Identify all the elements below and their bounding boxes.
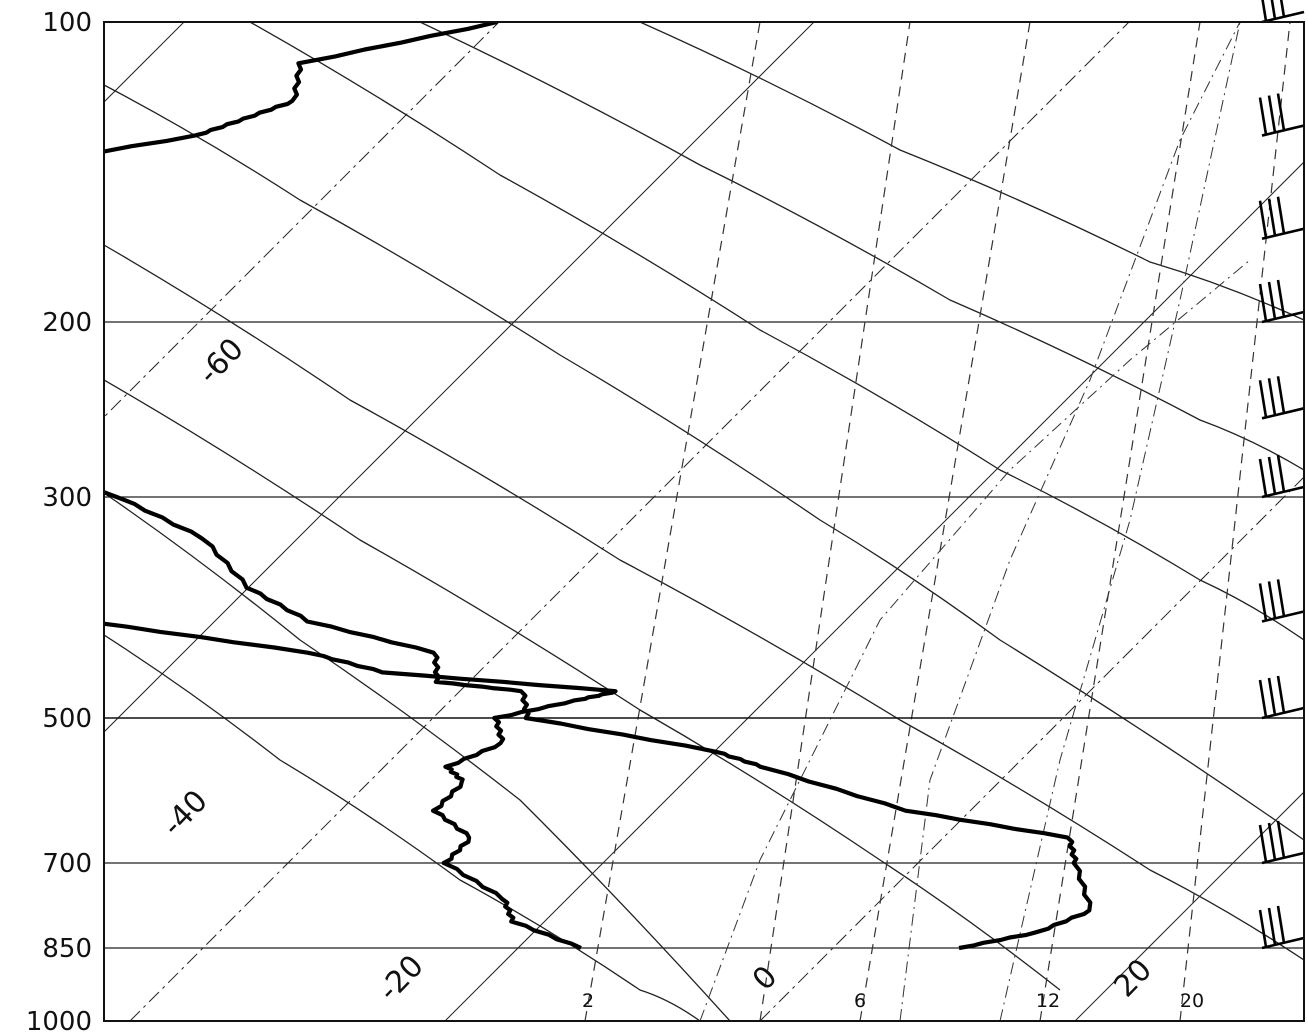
isotherm-label: 20: [1107, 953, 1159, 1005]
wind-barb-feather: [1276, 820, 1286, 859]
temperature-profile-line: [104, 22, 1093, 951]
wind-barb: [1258, 820, 1305, 865]
pressure-tick-label: 1000: [26, 1007, 92, 1033]
wind-barb: [1258, 196, 1305, 241]
pressure-tick-label: 300: [42, 483, 92, 513]
wind-barb-feather: [1258, 97, 1268, 135]
dry-adiabat-line: [249, 22, 1304, 641]
mixing-ratio-line: [1179, 22, 1291, 1021]
wind-barb: [1258, 579, 1305, 623]
wind-barb-feather: [1270, 0, 1277, 20]
dry-adiabat-line: [104, 244, 1304, 961]
wind-barb-feather: [1267, 378, 1277, 416]
mixing-ratio-line: [1039, 22, 1201, 1021]
wind-barb-feather: [1267, 907, 1277, 946]
wind-barb-feather: [1267, 198, 1277, 236]
dewpoint-profile-line: [104, 621, 618, 950]
wind-barb: [1258, 279, 1305, 324]
mixing-ratio-line: [759, 22, 911, 1021]
isotherm-label: -40: [156, 784, 215, 844]
isotherm-line: [1074, 791, 1304, 1021]
wind-barb-feather: [1276, 279, 1286, 318]
isotherm-line: [444, 161, 1304, 1021]
wind-barb-feather: [1276, 93, 1286, 131]
wind-barb-feather: [1258, 909, 1268, 948]
moist-adiabat-line: [999, 22, 1241, 1021]
wind-barb-feather: [1258, 679, 1268, 718]
mixing-ratio-label: 2: [582, 990, 594, 1012]
wind-barb: [1258, 675, 1305, 720]
wind-barb-feather: [1276, 579, 1286, 617]
background-lines: [104, 22, 1304, 1021]
wind-barb: [1261, 0, 1305, 24]
isotherm-label: -60: [192, 332, 251, 392]
mixing-ratio-line: [584, 22, 761, 1021]
wind-barb-feather: [1261, 0, 1268, 22]
dry-adiabat-line: [104, 634, 701, 1021]
pressure-tick-label: 700: [42, 849, 92, 879]
wind-barb-feather: [1258, 458, 1268, 497]
wind-barb-feather: [1267, 456, 1277, 495]
wind-barb-feather: [1276, 454, 1286, 493]
wind-barb: [1258, 93, 1305, 137]
dry-adiabat-line: [639, 22, 1304, 321]
pressure-tick-label: 850: [42, 934, 92, 964]
mixing-ratio-label: 6: [854, 990, 866, 1012]
wind-barb-feather: [1258, 824, 1268, 863]
wind-barb-feather: [1258, 200, 1268, 238]
isotherm-line: [104, 22, 815, 733]
wind-barb-feather: [1276, 376, 1286, 414]
pressure-labels: 100 200 300 500 700 850 1000: [26, 8, 92, 1033]
dry-adiabat-line: [104, 492, 731, 1021]
sounding-profiles: [104, 22, 1093, 951]
wind-barb-feather: [1258, 380, 1268, 418]
isotherm-label: 0: [746, 959, 784, 997]
wind-barb: [1258, 454, 1305, 499]
wind-barb: [1258, 905, 1305, 950]
dry-adiabat-line: [104, 84, 1304, 841]
isotherm-label: -20: [372, 949, 431, 1009]
wind-barb-feather: [1276, 905, 1286, 944]
mixing-ratio-label: 20: [1180, 990, 1204, 1012]
mixing-ratio-labels: 2 6 12 20: [582, 990, 1204, 1012]
wind-barb-feather: [1267, 95, 1277, 133]
wind-barb-feather: [1258, 583, 1268, 621]
isotherm-line: [104, 22, 185, 103]
wind-barb-feather: [1267, 581, 1277, 619]
wind-barb-feather: [1267, 822, 1277, 861]
pressure-tick-label: 100: [42, 8, 92, 38]
dry-adiabat-line: [104, 379, 1061, 991]
wind-barb-feather: [1267, 281, 1277, 320]
isotherm-line: [129, 22, 1130, 1021]
isotherm-labels: -60 -40 -20 0 20: [156, 332, 1159, 1009]
mixing-ratio-label: 12: [1036, 990, 1060, 1012]
wind-barbs: [1258, 0, 1305, 950]
isotherm-line: [759, 476, 1304, 1021]
pressure-tick-label: 500: [42, 704, 92, 734]
wind-barb-feather: [1279, 0, 1286, 18]
wind-barb-feather: [1276, 675, 1286, 714]
wind-barb-feather: [1276, 196, 1286, 234]
wind-barb-feather: [1258, 283, 1268, 322]
moist-adiabat-line: [699, 259, 1251, 1021]
moist-adiabat-line: [899, 22, 1241, 1021]
pressure-tick-label: 200: [42, 308, 92, 338]
dry-adiabat-line: [419, 22, 1304, 471]
wind-barb-feather: [1267, 677, 1277, 716]
plot-frame: [103, 21, 1305, 1022]
wind-barb: [1258, 376, 1305, 420]
